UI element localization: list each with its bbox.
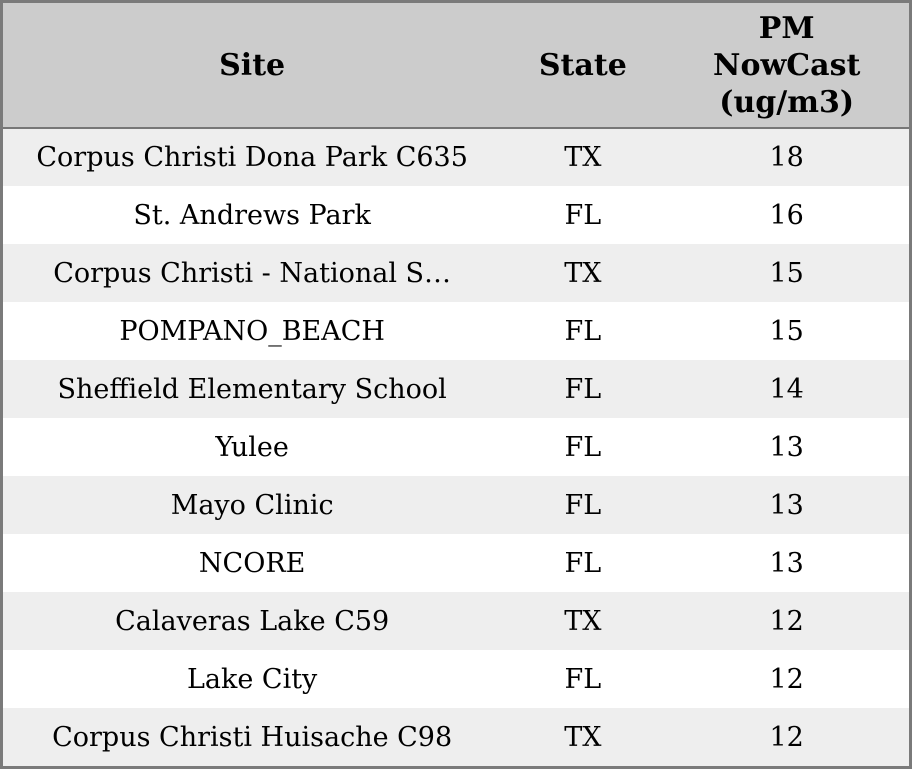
column-header-pm-nowcast: PM NowCast (ug/m3) (664, 3, 909, 129)
column-header-site: Site (3, 3, 502, 129)
table-row: POMPANO_BEACH FL 15 (3, 302, 909, 360)
pm-value-cell: 13 (664, 534, 909, 592)
pm-value-cell: 12 (664, 592, 909, 650)
pm-value-cell: 12 (664, 708, 909, 766)
state-cell: TX (501, 128, 665, 186)
column-header-state-label: State (538, 47, 627, 83)
table-row: St. Andrews Park FL 16 (3, 186, 909, 244)
state-cell: FL (501, 302, 665, 360)
pm-value-cell: 14 (664, 360, 909, 418)
site-cell: St. Andrews Park (3, 186, 502, 244)
table-row: Mayo Clinic FL 13 (3, 476, 909, 534)
site-cell: Lake City (3, 650, 502, 708)
table-header: Site State PM NowCast (ug/m3) (3, 3, 909, 129)
table-row: Corpus Christi Huisache C98 TX 12 (3, 708, 909, 766)
site-cell: NCORE (3, 534, 502, 592)
state-cell: TX (501, 592, 665, 650)
pm-value-cell: 13 (664, 476, 909, 534)
state-cell: FL (501, 650, 665, 708)
table-row: Corpus Christi - National S… TX 15 (3, 244, 909, 302)
state-cell: FL (501, 476, 665, 534)
table-row: Calaveras Lake C59 TX 12 (3, 592, 909, 650)
pm-value-cell: 13 (664, 418, 909, 476)
pm-value-cell: 16 (664, 186, 909, 244)
pm-value-cell: 12 (664, 650, 909, 708)
header-row: Site State PM NowCast (ug/m3) (3, 3, 909, 129)
site-cell: Calaveras Lake C59 (3, 592, 502, 650)
site-cell: Yulee (3, 418, 502, 476)
table-body: Corpus Christi Dona Park C635 TX 18 St. … (3, 128, 909, 766)
site-cell: Sheffield Elementary School (3, 360, 502, 418)
state-cell: FL (501, 418, 665, 476)
pm-value-cell: 18 (664, 128, 909, 186)
table-row: NCORE FL 13 (3, 534, 909, 592)
column-header-pm-line1: PM (758, 10, 815, 46)
state-cell: TX (501, 708, 665, 766)
site-cell: Corpus Christi Huisache C98 (3, 708, 502, 766)
pm-value-cell: 15 (664, 244, 909, 302)
site-cell: Mayo Clinic (3, 476, 502, 534)
pm-nowcast-table: Site State PM NowCast (ug/m3) Corpus Chr… (3, 3, 909, 766)
pm-value-cell: 15 (664, 302, 909, 360)
table-row: Yulee FL 13 (3, 418, 909, 476)
table-row: Corpus Christi Dona Park C635 TX 18 (3, 128, 909, 186)
state-cell: TX (501, 244, 665, 302)
table-row: Lake City FL 12 (3, 650, 909, 708)
column-header-pm-line2: NowCast (713, 47, 861, 83)
state-cell: FL (501, 186, 665, 244)
site-cell: Corpus Christi - National S… (3, 244, 502, 302)
site-cell: POMPANO_BEACH (3, 302, 502, 360)
state-cell: FL (501, 360, 665, 418)
column-header-state: State (501, 3, 665, 129)
column-header-pm-line3: (ug/m3) (719, 84, 855, 120)
table-row: Sheffield Elementary School FL 14 (3, 360, 909, 418)
site-cell: Corpus Christi Dona Park C635 (3, 128, 502, 186)
column-header-site-label: Site (219, 47, 286, 83)
state-cell: FL (501, 534, 665, 592)
